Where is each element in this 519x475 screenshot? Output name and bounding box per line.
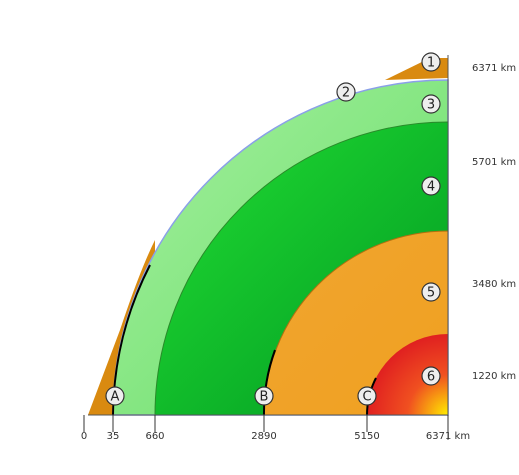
layer-number: 5 <box>427 286 435 301</box>
layer-number-circle <box>421 366 441 386</box>
layers <box>88 55 449 440</box>
depth-label: 660 <box>145 431 164 442</box>
boundary-letter-circle <box>254 386 274 406</box>
boundary-letter-circle <box>105 386 125 406</box>
depth-label: 2890 <box>251 431 276 442</box>
layer-number-circle <box>421 282 441 302</box>
depth-label: 0 <box>81 431 87 442</box>
layer-number: 1 <box>427 56 435 71</box>
layer-number: 3 <box>427 98 435 113</box>
labels: 1 2 3 4 5 6 A B C 6371 km 5701 km 3480 km 1220 km 0 35… <box>81 52 516 442</box>
boundary-letter-circle <box>357 386 377 406</box>
boundary-letter: A <box>111 390 120 405</box>
inner-core <box>367 334 448 415</box>
layer-number-circle <box>336 82 356 102</box>
boundary-letter: C <box>362 390 371 405</box>
depth-label: 35 <box>107 431 120 442</box>
layer-number-circle <box>421 94 441 114</box>
layer-number: 4 <box>427 180 435 195</box>
radius-label: 3480 km <box>472 279 516 290</box>
radius-label: 1220 km <box>472 371 516 382</box>
radius-label: 6371 km <box>472 63 516 74</box>
layer-number: 2 <box>342 86 350 101</box>
boundary <box>262 349 276 416</box>
boundary-letter: B <box>260 390 269 405</box>
layer-number-circle <box>421 52 441 72</box>
layer-number: 6 <box>427 370 435 385</box>
radius-label: 5701 km <box>472 157 516 168</box>
layer-number-circle <box>421 176 441 196</box>
depth-label: 6371 km <box>426 431 470 442</box>
depth-label: 5150 <box>354 431 379 442</box>
